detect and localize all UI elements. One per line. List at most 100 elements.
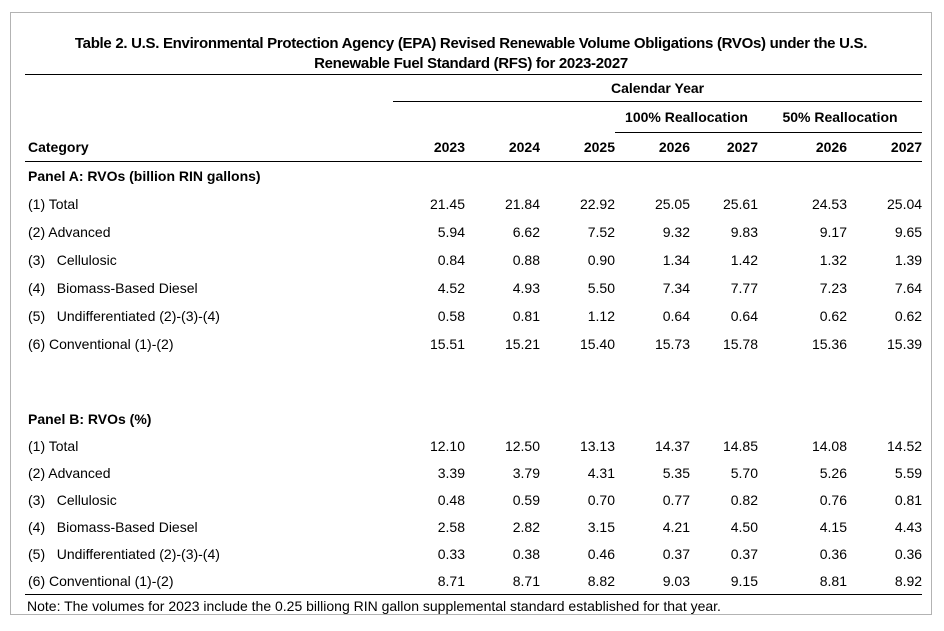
- cell-value: 0.88: [512, 251, 540, 268]
- cell-value: 0.64: [730, 307, 758, 324]
- table-title: Table 2. U.S. Environmental Protection A…: [11, 13, 931, 74]
- cell-value: 0.64: [662, 307, 690, 324]
- year-header: 2024: [465, 132, 540, 162]
- row-label: (5) Undifferentiated (2)-(3)-(4): [28, 546, 220, 562]
- cell-value: 13.13: [579, 438, 615, 454]
- panel-b-title: Panel B: RVOs (%): [28, 411, 152, 427]
- cell-value: 15.21: [504, 335, 540, 352]
- cell-value: 25.61: [722, 195, 758, 212]
- cell-value: 5.59: [894, 465, 923, 481]
- table-note: Note: The volumes for 2023 include the 0…: [27, 597, 721, 614]
- cell-value: 0.70: [587, 492, 615, 508]
- cell-value: 0.90: [587, 251, 615, 268]
- category-header: Category: [25, 132, 393, 162]
- cell-value: 12.50: [504, 438, 540, 454]
- cell-value: 22.92: [579, 195, 615, 212]
- cell-value: 4.50: [730, 519, 758, 535]
- row-label: (4) Biomass-Based Diesel: [28, 519, 198, 535]
- year-header: 2025: [540, 132, 615, 162]
- cell-value: 8.71: [393, 567, 465, 595]
- cell-value: 15.78: [722, 335, 758, 352]
- cell-value: 0.84: [437, 251, 465, 268]
- cell-value: 15.40: [579, 335, 615, 352]
- cell-value: 4.43: [894, 519, 923, 535]
- cell-value: 1.34: [662, 251, 690, 268]
- cell-value: 0.46: [587, 546, 615, 562]
- row-label: (1) Total: [28, 438, 79, 454]
- cell-value: 14.52: [887, 438, 923, 454]
- cell-value: 0.81: [894, 492, 923, 508]
- table-title-line2: Renewable Fuel Standard (RFS) for 2023-2…: [314, 55, 628, 72]
- cell-value: 5.26: [819, 465, 847, 481]
- row-label: (5) Undifferentiated (2)-(3)-(4): [28, 307, 220, 324]
- row-label: (3) Cellulosic: [28, 492, 117, 508]
- panel-gap: [25, 358, 922, 406]
- header-row-years: Category 2023 2024 2025 2026 2027 2026 2…: [25, 132, 923, 162]
- cell-value: 24.53: [811, 195, 847, 212]
- table-row: (2) Advanced 3.39 3.79 4.31 5.35 5.70 5.…: [25, 460, 922, 487]
- cell-value: 0.76: [819, 492, 847, 508]
- row-label: (3) Cellulosic: [28, 251, 117, 268]
- header-spacer-cell: [25, 74, 393, 102]
- cell-value: 8.92: [847, 567, 923, 595]
- cell-value: 0.59: [512, 492, 540, 508]
- cell-value: 0.36: [819, 546, 847, 562]
- cell-value: 14.85: [722, 438, 758, 454]
- header-row-calendar-year: Calendar Year: [25, 74, 923, 102]
- calendar-year-header: Calendar Year: [393, 74, 923, 102]
- cell-value: 21.45: [429, 195, 465, 212]
- cell-value: 1.12: [587, 307, 615, 324]
- table-row: (4) Biomass-Based Diesel 2.58 2.82 3.15 …: [25, 514, 922, 541]
- row-label: (2) Advanced: [28, 223, 111, 240]
- cell-value: 0.82: [730, 492, 758, 508]
- cell-value: 4.21: [662, 519, 690, 535]
- cell-value: 0.62: [894, 307, 923, 324]
- panel-a-header-row: Panel A: RVOs (billion RIN gallons): [25, 162, 922, 190]
- cell-value: 3.79: [512, 465, 540, 481]
- cell-value: 5.94: [437, 223, 465, 240]
- row-label: (2) Advanced: [28, 465, 111, 481]
- cell-value: 15.39: [887, 335, 923, 352]
- row-label: (4) Biomass-Based Diesel: [28, 279, 198, 296]
- table-title-line1: Table 2. U.S. Environmental Protection A…: [74, 35, 868, 52]
- panel-a-title: Panel A: RVOs (billion RIN gallons): [28, 167, 261, 184]
- cell-value: 15.73: [654, 335, 690, 352]
- cell-value: 14.08: [811, 438, 847, 454]
- cell-value: 8.71: [465, 567, 540, 595]
- table-row: (5) Undifferentiated (2)-(3)-(4) 0.33 0.…: [25, 541, 922, 568]
- year-header: 2026: [758, 132, 847, 162]
- cell-value: 4.15: [819, 519, 847, 535]
- header-row-reallocation: 100% Reallocation 50% Reallocation: [25, 101, 923, 133]
- cell-value: 15.36: [811, 335, 847, 352]
- year-header: 2023: [393, 132, 465, 162]
- row-label: (6) Conventional (1)-(2): [25, 567, 393, 595]
- cell-value: 25.04: [887, 195, 923, 212]
- realloc-50-header: 50% Reallocation: [758, 101, 923, 133]
- cell-value: 0.81: [512, 307, 540, 324]
- cell-value: 5.70: [730, 465, 758, 481]
- cell-value: 9.03: [615, 567, 690, 595]
- cell-value: 15.51: [429, 335, 465, 352]
- table-row: (4) Biomass-Based Diesel 4.52 4.93 5.50 …: [25, 274, 922, 302]
- table-row: (6) Conventional (1)-(2) 8.71 8.71 8.82 …: [25, 567, 923, 595]
- cell-value: 0.48: [437, 492, 465, 508]
- cell-value: 3.39: [437, 465, 465, 481]
- cell-value: 0.38: [512, 546, 540, 562]
- cell-value: 0.77: [662, 492, 690, 508]
- row-label: (6) Conventional (1)-(2): [28, 335, 174, 352]
- year-header: 2026: [615, 132, 690, 162]
- note-row: Note: The volumes for 2023 include the 0…: [25, 595, 922, 615]
- table-row: (3) Cellulosic 0.84 0.88 0.90 1.34 1.42 …: [25, 246, 922, 274]
- cell-value: 1.39: [894, 251, 923, 268]
- year-header: 2027: [847, 132, 923, 162]
- cell-value: 9.32: [662, 223, 690, 240]
- cell-value: 25.05: [654, 195, 690, 212]
- table-row: (1) Total 12.10 12.50 13.13 14.37 14.85 …: [25, 433, 922, 460]
- cell-value: 7.23: [819, 279, 847, 296]
- cell-value: 7.34: [662, 279, 690, 296]
- rvo-table: Calendar Year 100% Reallocation 50% Real…: [25, 74, 923, 615]
- cell-value: 14.37: [654, 438, 690, 454]
- cell-value: 5.50: [587, 279, 615, 296]
- cell-value: 0.62: [819, 307, 847, 324]
- cell-value: 0.37: [662, 546, 690, 562]
